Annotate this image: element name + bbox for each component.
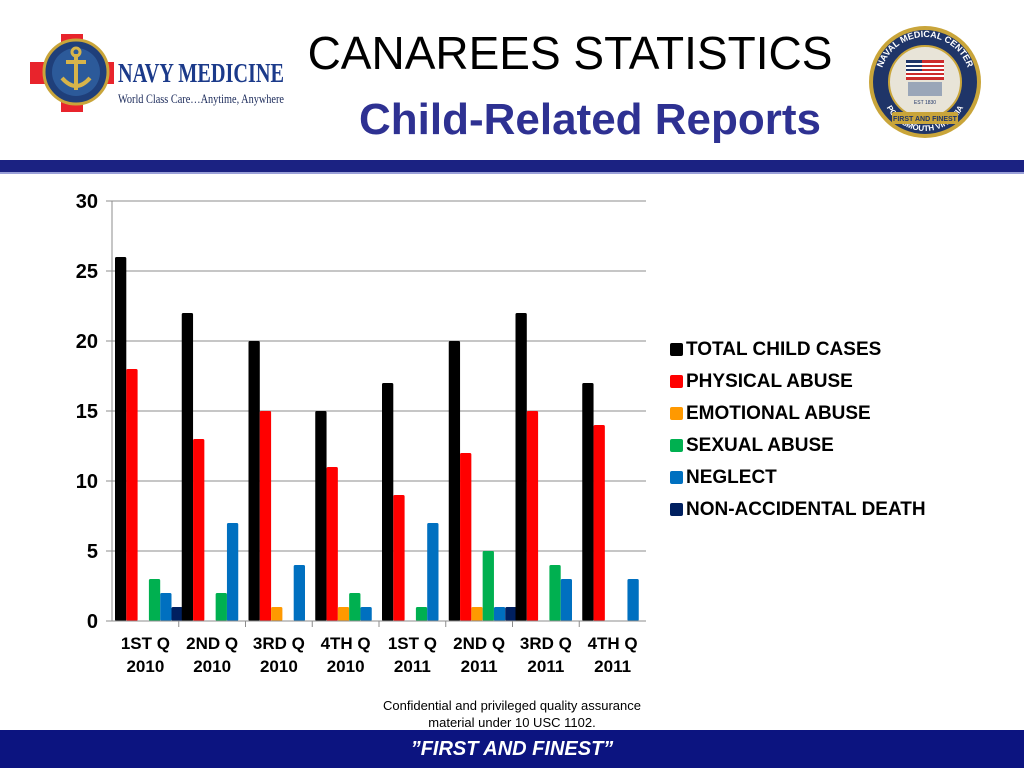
x-tick-label: 1ST Q [388,634,437,653]
bar [326,467,338,621]
y-tick-label: 10 [76,471,98,493]
bar [526,411,539,621]
y-axis-ticks: 0 5 10 15 20 25 30 [76,191,112,633]
footer-bar: ”FIRST AND FINEST” [0,730,1024,768]
chart-bars [115,257,639,621]
legend-label: EMOTIONAL ABUSE [686,403,871,424]
bar-chart: 0 5 10 15 20 25 30 1ST Q 2010 2ND Q 2010 3RD Q 2010… [76,191,926,676]
footnote-line-2: material under 10 USC 1102. [428,715,596,730]
legend-label: PHYSICAL ABUSE [686,371,853,392]
y-tick-label: 25 [76,261,98,283]
navy-medicine-logo: NAVY MEDICINE World Class Care…Anytime, … [30,34,284,112]
x-tick-label: 2010 [260,657,298,676]
legend-label: NON-ACCIDENTAL DEATH [686,499,926,520]
x-tick-label: 2011 [394,657,431,676]
footnote-line-1: Confidential and privileged quality assu… [383,698,641,713]
bar [382,383,394,621]
y-tick-label: 5 [87,541,98,563]
y-tick-label: 20 [76,331,98,353]
confidentiality-note: Confidential and privileged quality assu… [352,697,672,731]
bar [171,607,183,621]
x-tick-label: 4TH Q [321,634,371,653]
x-tick-label: 4TH Q [588,634,638,653]
x-tick-label: 2010 [193,657,231,676]
legend-label: NEGLECT [686,467,777,488]
bar [126,369,138,621]
y-tick-label: 0 [87,611,98,633]
bar [482,551,494,621]
x-tick-label: 2011 [594,657,631,676]
footer-motto: ”FIRST AND FINEST” [410,737,614,760]
logo-name: NAVY MEDICINE [118,58,284,88]
seal-banner: FIRST AND FINEST [893,116,958,123]
x-tick-label: 2010 [126,657,164,676]
bar [549,565,561,621]
header-rule [0,160,1024,172]
bar [493,607,506,621]
bar [593,425,605,621]
legend-swatch [670,343,683,356]
seal-year: EST 1830 [914,100,936,106]
logo-tagline: World Class Care…Anytime, Anywhere [118,91,284,106]
bar [393,495,405,621]
bar [360,607,372,621]
y-tick-label: 15 [76,401,98,423]
bar [115,257,127,621]
x-tick-label: 3RD Q [253,634,305,653]
bar [560,579,572,621]
bar [448,341,461,621]
legend-label: TOTAL CHILD CASES [686,339,881,360]
bar [271,607,283,621]
bar [515,313,527,621]
legend-swatch [670,375,683,388]
x-tick-label: 2010 [327,657,365,676]
bar [160,593,172,621]
bar [215,593,227,621]
bar [349,593,361,621]
page-subtitle: Child-Related Reports [358,95,822,144]
legend-label: SEXUAL ABUSE [686,435,834,456]
header-rule-highlight [0,172,1024,174]
x-tick-label: 2ND Q [186,634,238,653]
legend-swatch [670,439,683,452]
bar [181,313,194,621]
x-tick-label: 2011 [527,657,564,676]
y-tick-label: 30 [76,191,98,213]
naval-medical-center-seal: EST 1830 NAVAL MEDICAL CENTER PORTSMOUTH… [869,26,981,138]
bar [193,439,205,621]
bar [337,607,350,621]
legend-swatch [670,503,683,516]
bar [248,341,260,621]
bar [315,411,327,621]
bar [582,383,594,621]
x-tick-label: 3RD Q [520,634,572,653]
legend-swatch [670,407,683,420]
page-title: CANAREES STATISTICS [307,27,833,79]
bar [259,411,272,621]
x-tick-label: 1ST Q [121,634,170,653]
bar [471,607,483,621]
bar [415,607,428,621]
bar [226,523,239,621]
x-tick-label: 2011 [461,657,498,676]
x-axis-labels: 1ST Q 2010 2ND Q 2010 3RD Q 2010 4TH Q 2010 1ST … [121,621,638,676]
bar [627,579,639,621]
chart-legend: TOTAL CHILD CASES PHYSICAL ABUSE EMOTIONAL… [670,339,926,520]
bar [293,565,305,621]
x-tick-label: 2ND Q [453,634,505,653]
bar [460,453,472,621]
bar [427,523,439,621]
bar [148,579,161,621]
legend-swatch [670,471,683,484]
bar [505,607,517,621]
